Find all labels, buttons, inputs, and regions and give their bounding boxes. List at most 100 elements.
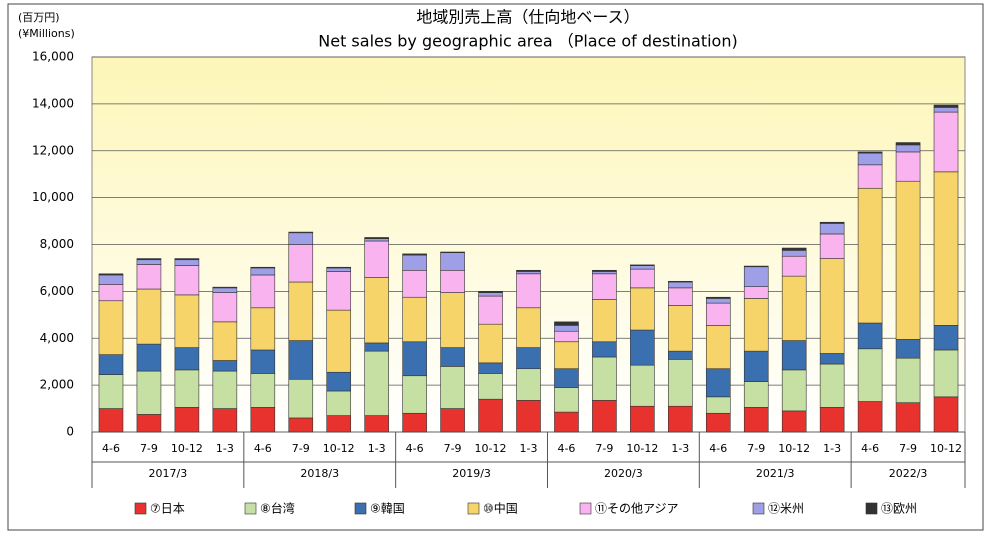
x-tick-label: 1-3 [368, 442, 386, 455]
bar-segment [174, 407, 200, 433]
x-tick-label: 10-12 [171, 442, 203, 455]
y-tick-label: 4,000 [40, 331, 74, 345]
legend-label: ⑨韓国 [370, 502, 405, 516]
bar-segment [250, 266, 276, 269]
legend-label: ⑩中国 [483, 501, 518, 516]
bar-segment [250, 274, 276, 309]
bar-segment [819, 223, 845, 235]
x-tick-label: 4-6 [557, 442, 575, 455]
bar-segment [212, 370, 238, 409]
bar-segment [895, 144, 921, 153]
bar-segment [743, 286, 769, 299]
x-tick-label: 1-3 [671, 442, 689, 455]
group-label: 2017/3 [149, 467, 188, 480]
bar-segment [516, 271, 541, 275]
legend-label: ⑬欧州 [881, 502, 917, 516]
bar-segment [781, 410, 807, 433]
bar-segment [668, 305, 693, 352]
legend-label: ⑫米州 [768, 502, 804, 516]
bar-segment [136, 370, 162, 415]
bar-segment [98, 408, 124, 433]
bar-segment [630, 268, 655, 289]
x-tick-label: 1-3 [520, 442, 538, 455]
bar-segment [819, 233, 845, 259]
bar-segment [895, 151, 921, 182]
legend-label: ⑪その他アジア [595, 502, 679, 516]
y-tick-label: 8,000 [40, 237, 74, 251]
bar-segment [592, 299, 617, 343]
x-tick-label: 10-12 [778, 442, 810, 455]
bar-segment [819, 221, 845, 224]
bar-segment [402, 269, 427, 298]
bar-segment [668, 405, 693, 433]
bar-segment [743, 381, 769, 408]
x-tick-label: 7-9 [595, 442, 613, 455]
bar-segment [364, 350, 389, 416]
bar-segment [705, 298, 731, 304]
bar-segment [364, 415, 389, 433]
bar-segment [819, 353, 845, 365]
bar-segment [743, 266, 769, 287]
bar-segment [326, 371, 352, 392]
bar-segment [326, 390, 352, 416]
legend-swatch [579, 502, 592, 515]
bar-segment [136, 258, 162, 261]
bar-segment [857, 322, 883, 350]
bar-segment [592, 356, 617, 401]
bar-segment [212, 321, 238, 361]
bar-segment [288, 417, 314, 433]
bar-segment [174, 347, 200, 371]
bar-segment [402, 412, 427, 433]
legend-label: ⑦日本 [150, 502, 185, 516]
bar-segment [364, 277, 389, 344]
x-tick-label: 7-9 [747, 442, 765, 455]
bar-segment [212, 286, 238, 289]
bar-segment [174, 258, 200, 261]
bar-segment [592, 341, 617, 358]
bar-segment [98, 300, 124, 355]
bar-segment [288, 232, 314, 245]
bar-segment [630, 264, 655, 266]
bar-segment [781, 250, 807, 257]
bar-segment [895, 339, 921, 359]
bar-segment [819, 363, 845, 408]
bar-segment [174, 265, 200, 296]
bar-segment [895, 180, 921, 340]
bar-segment [895, 402, 921, 433]
bar-segment [630, 287, 655, 331]
bar-segment [212, 287, 238, 293]
bar-segment [668, 280, 693, 283]
bar-segment [402, 254, 427, 271]
bar-segment [630, 364, 655, 407]
bar-segment [326, 267, 352, 272]
legend-swatch [354, 502, 367, 515]
bar-segment [440, 292, 465, 348]
bar-segment [857, 401, 883, 433]
unit-label-en: (¥Millions) [18, 27, 75, 40]
y-tick-label: 16,000 [32, 50, 74, 64]
group-label: 2021/3 [756, 467, 795, 480]
x-tick-label: 10-12 [475, 442, 507, 455]
bar-segment [933, 349, 959, 398]
bar-segment [705, 325, 731, 370]
bar-segment [288, 340, 314, 380]
bar-segment [402, 296, 427, 343]
bar-segment [364, 342, 389, 352]
bar-segment [516, 273, 541, 309]
bar-segment [592, 273, 617, 300]
bar-segment [250, 267, 276, 276]
y-tick-label: 6,000 [40, 284, 74, 298]
x-tick-label: 4-6 [254, 442, 272, 455]
legend-swatch [134, 502, 147, 515]
bar-segment [554, 321, 579, 326]
bar-segment [705, 296, 731, 299]
bar-segment [478, 323, 503, 364]
bar-segment [478, 295, 503, 325]
legend-swatch [467, 502, 480, 515]
bar-segment [781, 247, 807, 251]
bar-segment [933, 171, 959, 326]
bar-segment [857, 152, 883, 166]
bar-segment [554, 387, 579, 413]
bar-segment [136, 414, 162, 433]
